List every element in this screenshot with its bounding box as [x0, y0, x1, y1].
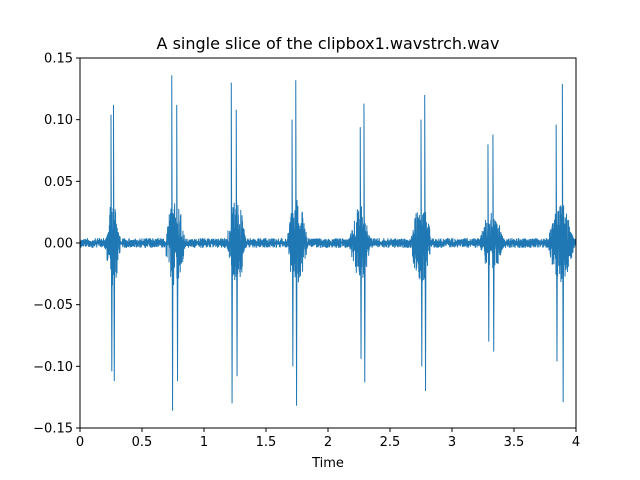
x-tick-label: 1	[200, 435, 208, 450]
x-tick-label: 4	[572, 435, 580, 450]
x-tick-label: 3	[448, 435, 456, 450]
y-tick-label: 0.15	[44, 52, 73, 67]
y-tick-label: 0.00	[44, 237, 73, 252]
x-axis: 0 0.5 1 1.5 2 2.5 3 3.5 4	[76, 428, 580, 450]
y-axis: −0.15 −0.10 −0.05 0.00 0.05 0.10 0.15	[33, 52, 80, 437]
x-axis-label: Time	[311, 456, 344, 471]
x-tick-label: 2.5	[380, 435, 401, 450]
x-tick-label: 0.5	[132, 435, 153, 450]
waveform-line	[80, 75, 576, 411]
x-tick-label: 1.5	[256, 435, 277, 450]
y-tick-label: −0.05	[33, 298, 73, 313]
x-tick-label: 3.5	[504, 435, 525, 450]
y-tick-label: 0.05	[44, 175, 73, 190]
y-tick-label: 0.10	[44, 113, 73, 128]
x-tick-label: 0	[76, 435, 84, 450]
y-tick-label: −0.15	[33, 422, 73, 437]
plot-area	[80, 75, 576, 411]
chart-title: A single slice of the clipbox1.wavstrch.…	[157, 34, 500, 53]
y-tick-label: −0.10	[33, 360, 73, 375]
x-tick-label: 2	[324, 435, 332, 450]
